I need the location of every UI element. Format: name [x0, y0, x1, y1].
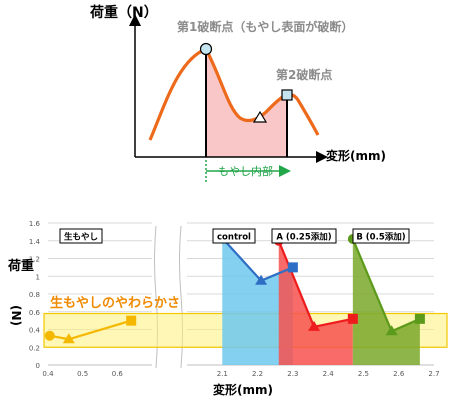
series-area: [278, 240, 353, 365]
x-tick-label: 2.3: [287, 370, 298, 378]
data-point-triangle: [255, 274, 268, 285]
data-point-circle: [44, 330, 55, 341]
legend-box: [271, 228, 337, 244]
band-label: 生もやしのやわらかさ: [50, 295, 180, 311]
fill-region: [206, 49, 287, 157]
legend-label: 生もやし: [64, 232, 98, 243]
y-tick-label: 1.2: [29, 256, 40, 264]
mid-triangle-marker: [252, 110, 268, 123]
data-point-square: [287, 262, 298, 273]
schematic-y-label: 荷重（N）: [89, 4, 158, 21]
inner-label: もやし内部: [218, 164, 273, 178]
y-tick-label: 1.4: [29, 238, 41, 246]
y-tick-label: 0: [36, 362, 40, 370]
x-tick-label: 0.5: [77, 370, 88, 378]
schematic-diagram: 荷重（N） 第1破断点（もやし表面が破断） 第2破断点 変形(mm) もやし内部: [89, 4, 386, 182]
legend-box: [352, 228, 410, 244]
tick-labels: 0 0.2 0.4 0.6 0.8 1 1.2 1.4 1.6 0.4 0.5 0.6 2.1 2.2 2.…: [29, 220, 440, 378]
y-tick-label: 0.8: [29, 291, 40, 299]
series-area: [352, 238, 420, 365]
legend-label: control: [217, 233, 251, 243]
y-tick-label: 1.6: [29, 220, 41, 228]
data-point-triangle: [385, 325, 398, 336]
data-point-triangle: [308, 320, 321, 331]
legend-box: [212, 228, 256, 244]
y-tick-label: 0.6: [29, 309, 41, 317]
legend-boxes: 生もやし control A (0.25添加) B (0.5添加): [59, 228, 410, 244]
y-axis-label-top: 荷重: [7, 258, 34, 274]
legend-label: A (0.25添加): [276, 232, 331, 243]
x-axis-label: 変形(mm): [213, 382, 273, 397]
y-tick-label: 0.4: [29, 327, 41, 335]
x-tick-label: 0.4: [42, 370, 54, 378]
y-tick-label: 1: [36, 273, 40, 281]
second-break-label: 第2破断点: [276, 67, 332, 82]
schematic-x-label: 変形(mm): [326, 148, 386, 163]
first-break-label: 第1破断点（もやし表面が破断）: [177, 19, 353, 34]
x-tick-label: 0.6: [112, 370, 124, 378]
legend-label: B (0.5添加): [356, 232, 405, 243]
load-curve: [148, 46, 320, 141]
y-axis-label-bottom: (N): [9, 305, 23, 326]
data-point-square: [126, 315, 137, 326]
x-tick-label: 2.2: [252, 370, 263, 378]
data-point-square: [414, 313, 425, 324]
x-tick-label: 2.5: [358, 370, 369, 378]
data-point-triangle: [62, 333, 75, 344]
legend-box: [59, 228, 103, 244]
y-tick-label: 0.2: [29, 344, 40, 352]
x-tick-label: 2.1: [217, 370, 228, 378]
second-break-marker: [281, 89, 293, 101]
series-area: [222, 238, 293, 365]
x-tick-label: 2.7: [428, 370, 439, 378]
data-point-square: [347, 313, 358, 324]
area-fills: [222, 238, 420, 365]
first-break-marker: [199, 42, 213, 56]
x-tick-label: 2.6: [393, 370, 405, 378]
x-tick-label: 2.4: [323, 370, 335, 378]
